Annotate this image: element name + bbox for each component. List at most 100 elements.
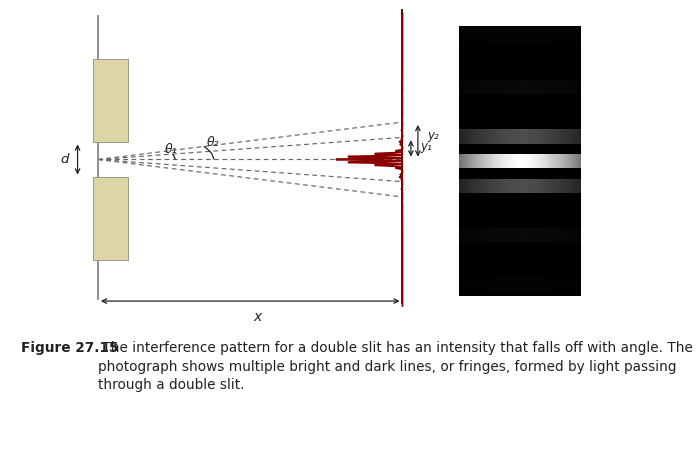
- Bar: [526, 80, 528, 94]
- Bar: [524, 203, 526, 218]
- Bar: [458, 30, 461, 45]
- Bar: [510, 129, 512, 144]
- Bar: [491, 30, 494, 45]
- Bar: [534, 80, 536, 94]
- Bar: [563, 80, 565, 94]
- Bar: [487, 154, 489, 168]
- Bar: [534, 228, 536, 243]
- Bar: [465, 104, 467, 119]
- Bar: [573, 278, 575, 292]
- Bar: [561, 80, 563, 94]
- Bar: [577, 179, 579, 193]
- Bar: [534, 203, 536, 218]
- Bar: [489, 278, 491, 292]
- Bar: [496, 154, 497, 168]
- Bar: [548, 154, 550, 168]
- Bar: [524, 55, 526, 69]
- Bar: [518, 30, 519, 45]
- Bar: [491, 154, 494, 168]
- Bar: [516, 154, 518, 168]
- Bar: [518, 80, 519, 94]
- Bar: [552, 179, 554, 193]
- Bar: [458, 253, 461, 267]
- Bar: [501, 129, 503, 144]
- Bar: [496, 278, 497, 292]
- Bar: [505, 228, 508, 243]
- Bar: [458, 55, 461, 69]
- Bar: [530, 228, 532, 243]
- Bar: [532, 253, 534, 267]
- Bar: [546, 80, 548, 94]
- Bar: [570, 129, 573, 144]
- Bar: [499, 228, 501, 243]
- Bar: [519, 228, 522, 243]
- Bar: [522, 228, 524, 243]
- Text: Figure 27.15: Figure 27.15: [21, 341, 118, 355]
- Bar: [473, 30, 475, 45]
- Bar: [491, 80, 494, 94]
- Bar: [540, 154, 542, 168]
- Bar: [491, 228, 494, 243]
- Bar: [522, 253, 524, 267]
- Bar: [508, 154, 510, 168]
- Bar: [538, 30, 540, 45]
- Bar: [530, 179, 532, 193]
- Bar: [473, 104, 475, 119]
- Bar: [573, 253, 575, 267]
- Bar: [579, 129, 581, 144]
- Bar: [494, 179, 496, 193]
- Bar: [483, 203, 485, 218]
- Bar: [556, 129, 559, 144]
- Bar: [524, 104, 526, 119]
- Text: y₂: y₂: [428, 129, 440, 142]
- Bar: [494, 278, 496, 292]
- Bar: [475, 179, 477, 193]
- Bar: [479, 278, 481, 292]
- Bar: [561, 129, 563, 144]
- Bar: [461, 179, 463, 193]
- Bar: [463, 228, 465, 243]
- Bar: [481, 80, 483, 94]
- Bar: [561, 154, 563, 168]
- Bar: [563, 129, 565, 144]
- Bar: [540, 228, 542, 243]
- Bar: [563, 179, 565, 193]
- Bar: [503, 228, 505, 243]
- Bar: [514, 154, 516, 168]
- Bar: [461, 278, 463, 292]
- Bar: [479, 154, 481, 168]
- Bar: [485, 253, 487, 267]
- Bar: [530, 104, 532, 119]
- Bar: [536, 203, 538, 218]
- Bar: [550, 30, 552, 45]
- Bar: [561, 203, 563, 218]
- Bar: [470, 203, 473, 218]
- Bar: [512, 179, 514, 193]
- Bar: [469, 104, 470, 119]
- Bar: [545, 30, 546, 45]
- Bar: [573, 228, 575, 243]
- Bar: [470, 228, 473, 243]
- Bar: [568, 228, 570, 243]
- Bar: [554, 179, 556, 193]
- Bar: [545, 278, 546, 292]
- Bar: [556, 154, 559, 168]
- Bar: [494, 203, 496, 218]
- Bar: [522, 278, 524, 292]
- Bar: [565, 30, 567, 45]
- Bar: [479, 129, 481, 144]
- Bar: [519, 179, 522, 193]
- Bar: [528, 228, 530, 243]
- Bar: [546, 154, 548, 168]
- Bar: [579, 253, 581, 267]
- Bar: [570, 104, 573, 119]
- Bar: [485, 179, 487, 193]
- Bar: [481, 154, 483, 168]
- Bar: [536, 80, 538, 94]
- Bar: [516, 129, 518, 144]
- Bar: [526, 129, 528, 144]
- Bar: [524, 179, 526, 193]
- Bar: [548, 203, 550, 218]
- Bar: [519, 30, 522, 45]
- Bar: [550, 253, 552, 267]
